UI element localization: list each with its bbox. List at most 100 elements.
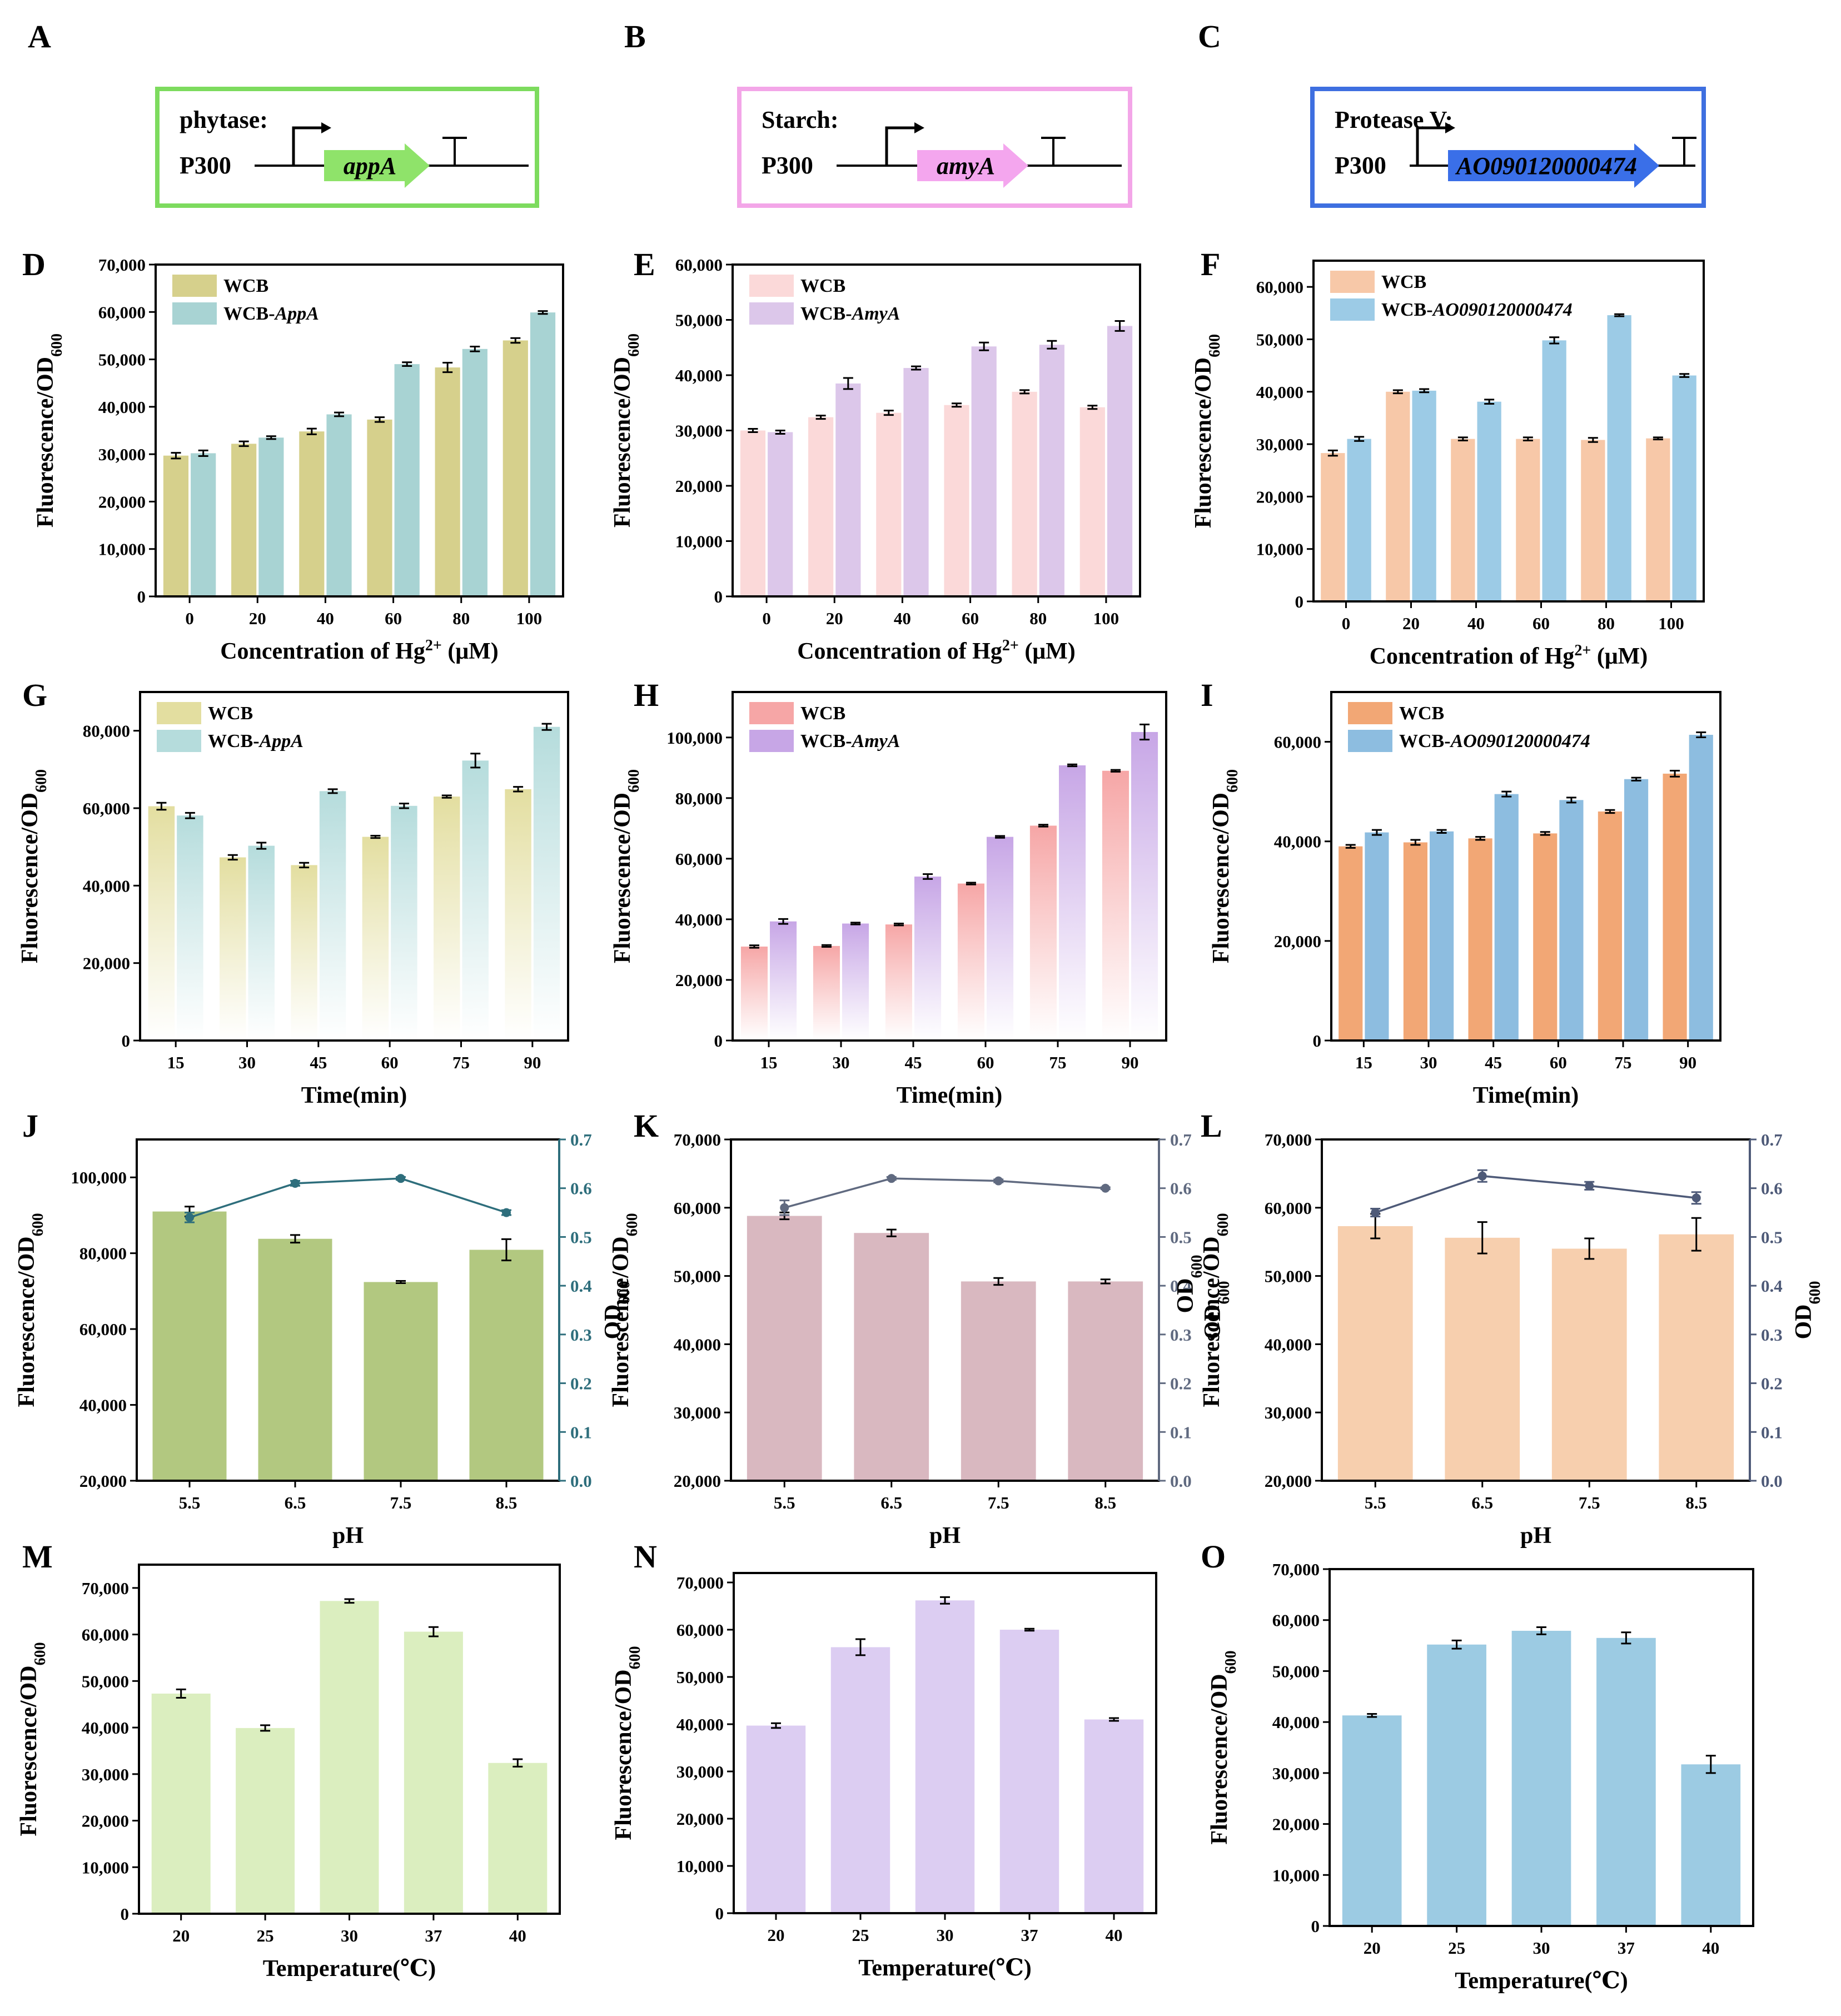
x-tick-label: 40 xyxy=(509,1926,526,1945)
y-tick-label: 50,000 xyxy=(676,1667,724,1687)
y-tick-label: 40,000 xyxy=(1256,382,1303,402)
y-tick-label: 50,000 xyxy=(82,1671,129,1691)
legend-swatch xyxy=(1330,271,1375,293)
od-point xyxy=(780,1203,789,1212)
bar-h-wcb-5 xyxy=(1102,770,1129,1041)
y-tick-label: 0 xyxy=(1295,592,1304,611)
y-tick-label: 40,000 xyxy=(98,397,146,417)
bar-f-wcb-ao090120000474-5 xyxy=(1672,375,1696,601)
bar-h-wcb-amya-2 xyxy=(914,877,942,1041)
bar-e-wcb-3 xyxy=(944,405,969,596)
bar-e-wcb-amya-2 xyxy=(903,368,929,596)
x-tick-label: 30 xyxy=(1533,1938,1550,1958)
legend-swatch xyxy=(749,275,794,297)
gene-arrow-icon xyxy=(1448,143,1659,188)
y-tick-label: 50,000 xyxy=(98,350,146,370)
bar-d-wcb-2 xyxy=(299,431,325,596)
chart-j: J 20,000 40,000 60,000 80,000 100,000 5.5 6.5 7.… xyxy=(14,1108,633,1549)
y-tick-label: 10,000 xyxy=(675,532,723,551)
legend-swatch xyxy=(157,730,201,752)
x-axis-label: Time(min) xyxy=(1473,1083,1579,1108)
x-tick-label: 20 xyxy=(1364,1938,1381,1958)
panel-label-h: H xyxy=(634,677,659,713)
bar-o-fluorescence-3 xyxy=(1596,1637,1656,1926)
x-tick-label: 30 xyxy=(238,1053,256,1072)
x-tick-label: 100 xyxy=(516,609,543,628)
y2-tick-label: 0.5 xyxy=(1170,1227,1192,1247)
y-tick-label: 60,000 xyxy=(675,849,723,869)
x-tick-label: 100 xyxy=(1658,614,1684,633)
od-line xyxy=(189,1177,507,1219)
panel-label-b: B xyxy=(624,18,646,54)
charts: D 0 10,000 20,000 30,000 40,000 50,000 60,000 70… xyxy=(14,246,1824,1994)
x-tick-label: 5.5 xyxy=(179,1493,201,1512)
panel-label-i: I xyxy=(1201,677,1213,713)
x-axis-label: Concentration of Hg2+ (μM) xyxy=(1370,642,1648,670)
bar-j-fluorescence-3 xyxy=(469,1250,544,1481)
y2-tick-label: 0.5 xyxy=(570,1227,592,1247)
promoter-arrowhead-icon xyxy=(321,122,331,133)
x-tick-label: 60 xyxy=(962,609,979,628)
y-tick-label: 0 xyxy=(121,1904,130,1924)
x-tick-label: 6.5 xyxy=(1471,1493,1493,1512)
chart-l: L 20,000 30,000 40,000 50,000 60,000 70,000 5.5… xyxy=(1173,1108,1824,1549)
construct-box xyxy=(155,87,539,208)
chart-i: I 0 20,000 40,000 60,000 15 30 45 60 75 90 Time(min… xyxy=(1201,677,1721,1108)
y-tick-label: 30,000 xyxy=(98,445,146,464)
y2-tick-label: 0.0 xyxy=(1761,1471,1783,1491)
panel-label-d: D xyxy=(22,246,46,282)
y2-tick-label: 0.6 xyxy=(1761,1179,1783,1198)
x-tick-label: 15 xyxy=(760,1053,778,1072)
x-tick-label: 20 xyxy=(249,609,266,628)
legend-label: WCB-AO090120000474 xyxy=(1381,300,1573,320)
x-tick-label: 75 xyxy=(452,1053,470,1072)
x-tick-label: 30 xyxy=(833,1053,850,1072)
y2-axis-label: OD600 xyxy=(1791,1281,1824,1340)
y-tick-label: 40,000 xyxy=(675,366,723,385)
bar-f-wcb-3 xyxy=(1516,439,1540,601)
chart-d: D 0 10,000 20,000 30,000 40,000 50,000 60,000 70… xyxy=(22,246,564,664)
promoter-arrow-icon xyxy=(885,126,917,166)
gene-arrow-icon xyxy=(917,143,1028,188)
bar-o-fluorescence-4 xyxy=(1681,1764,1741,1926)
bar-h-wcb-3 xyxy=(957,883,984,1041)
bar-d-wcb-appa-1 xyxy=(258,437,284,596)
bar-i-wcb-ao090120000474-2 xyxy=(1494,794,1519,1041)
y-tick-label: 60,000 xyxy=(1272,1611,1320,1630)
bar-d-wcb-1 xyxy=(231,444,257,596)
y-tick-label: 30,000 xyxy=(1256,435,1303,454)
y-tick-label: 60,000 xyxy=(79,1320,127,1339)
bar-f-wcb-ao090120000474-1 xyxy=(1412,390,1436,601)
bar-l-fluorescence-2 xyxy=(1551,1248,1627,1481)
bar-k-fluorescence-2 xyxy=(961,1281,1036,1481)
od-point xyxy=(1585,1181,1594,1191)
bar-m-fluorescence-3 xyxy=(404,1631,463,1914)
y2-tick-label: 0.2 xyxy=(570,1374,592,1393)
y2-tick-label: 0.6 xyxy=(1170,1179,1192,1198)
bar-g-wcb-2 xyxy=(291,865,317,1041)
y-tick-label: 100,000 xyxy=(666,728,723,748)
bar-j-fluorescence-2 xyxy=(364,1282,438,1481)
y2-tick-label: 0.2 xyxy=(1761,1374,1783,1393)
legend-swatch xyxy=(1348,702,1392,724)
bar-d-wcb-5 xyxy=(502,340,528,596)
x-tick-label: 40 xyxy=(894,609,911,628)
y-tick-label: 30,000 xyxy=(1265,1403,1312,1422)
bar-o-fluorescence-1 xyxy=(1427,1644,1486,1926)
bar-o-fluorescence-0 xyxy=(1342,1715,1402,1926)
construct-box xyxy=(737,87,1132,208)
y2-tick-label: 0.3 xyxy=(570,1325,592,1345)
y-tick-label: 60,000 xyxy=(98,302,146,322)
bar-n-fluorescence-4 xyxy=(1084,1719,1144,1913)
x-axis-label: Time(min) xyxy=(301,1083,407,1108)
y-axis-label: Fluorescence/OD600 xyxy=(1199,1213,1232,1407)
y-tick-label: 40,000 xyxy=(1274,832,1321,852)
legend-label: WCB-AmyA xyxy=(800,303,900,324)
construct-label: Starch: xyxy=(762,106,839,133)
x-tick-label: 30 xyxy=(1420,1053,1437,1072)
x-tick-label: 25 xyxy=(257,1926,274,1945)
bar-g-wcb-4 xyxy=(434,797,460,1041)
y-tick-label: 30,000 xyxy=(675,421,723,441)
